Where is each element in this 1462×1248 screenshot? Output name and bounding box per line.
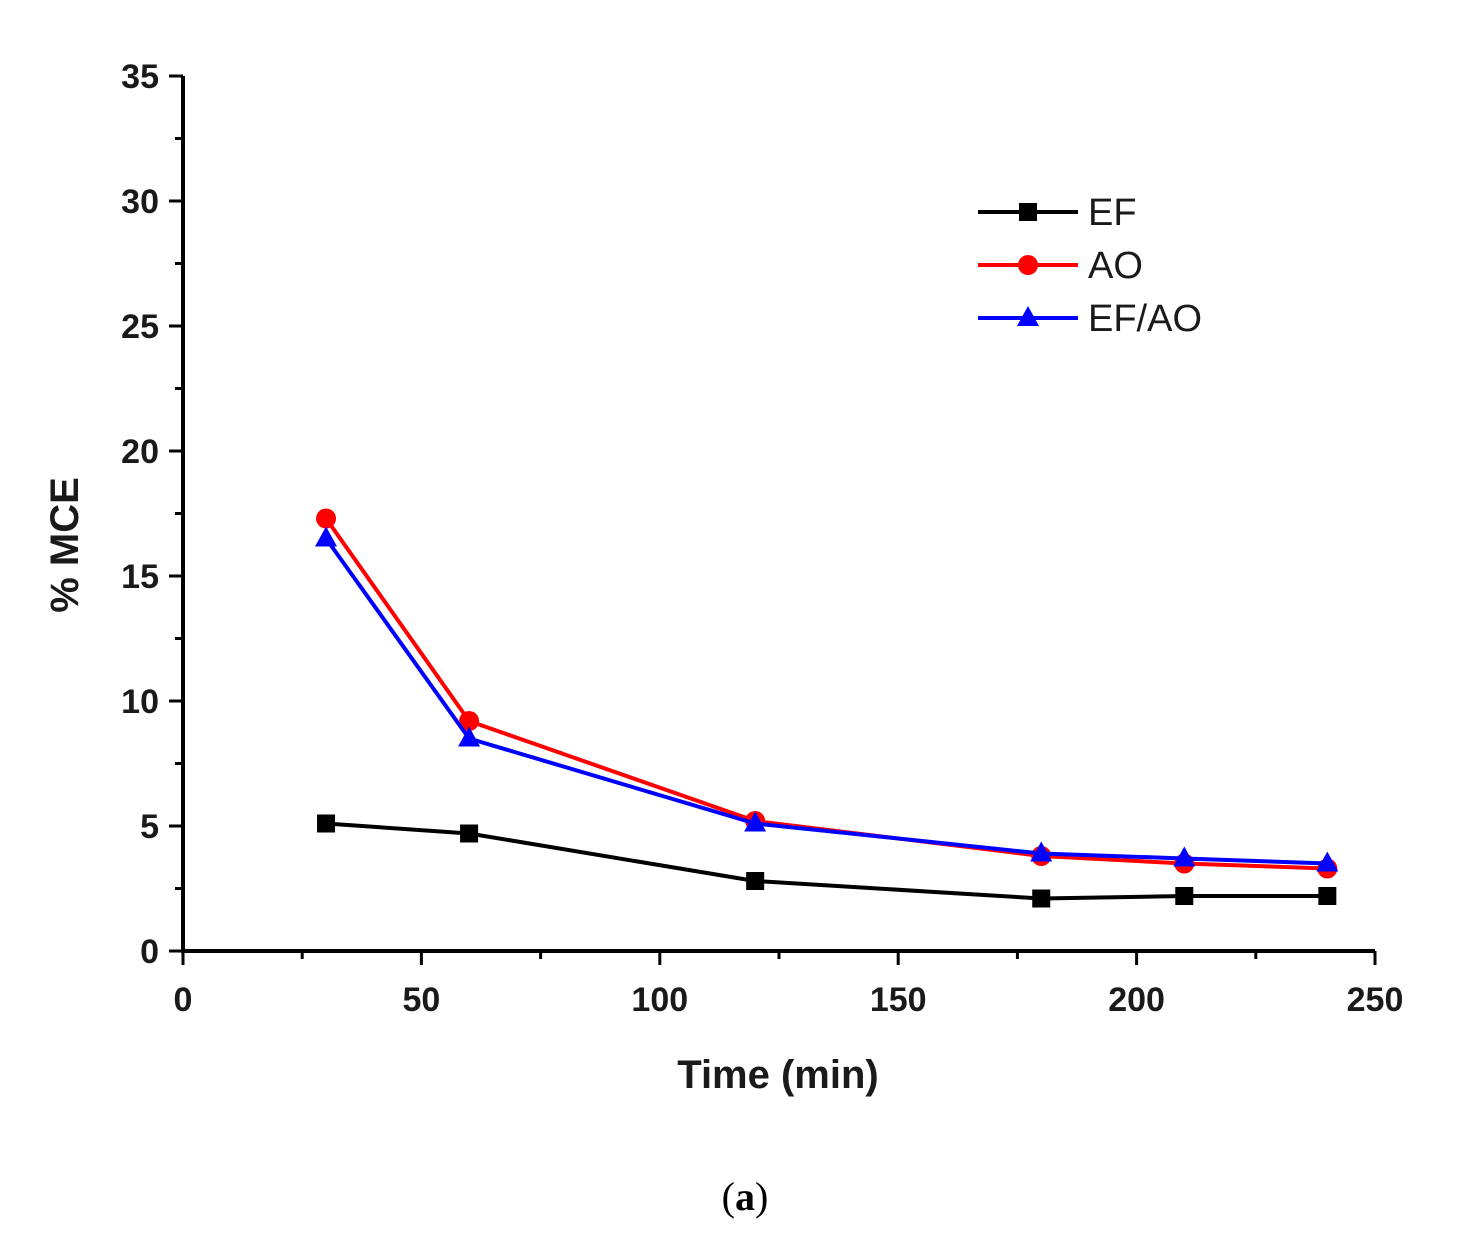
series-ef-ao	[315, 526, 1339, 872]
legend-item-ef-ao: EF/AO	[978, 298, 1202, 340]
legend-label-ef: EF	[1088, 192, 1137, 234]
series-layer	[315, 508, 1339, 908]
y-tick-label: 20	[121, 433, 159, 471]
data-point-ao	[316, 508, 337, 529]
panel-label-letter: a	[735, 1174, 755, 1219]
y-tick-label: 30	[121, 183, 159, 221]
data-point-ao	[459, 711, 480, 731]
legend-item-ef: EF	[978, 192, 1137, 234]
x-tick-label: 250	[1347, 981, 1404, 1019]
data-point-ef	[746, 872, 765, 890]
x-tick-label: 200	[1108, 981, 1165, 1019]
panel-label-open: (	[722, 1174, 735, 1219]
y-tick-label: 35	[121, 58, 159, 96]
legend-label-ef-ao: EF/AO	[1088, 298, 1202, 340]
series-line-ef-ao	[324, 537, 1328, 866]
data-point-ef-ao	[1173, 846, 1196, 867]
x-tick-label: 150	[870, 981, 927, 1019]
y-tick-label: 25	[121, 308, 159, 346]
legend-label-ao: AO	[1088, 245, 1143, 287]
x-tick-label: 100	[631, 981, 688, 1019]
data-point-ef	[317, 814, 336, 833]
x-tick-label: 50	[402, 981, 440, 1019]
y-tick-label: 10	[121, 683, 159, 721]
x-axis-title: Time (min)	[677, 1053, 879, 1097]
series-ef	[317, 814, 1337, 908]
data-point-ef	[460, 824, 479, 843]
y-tick-label: 15	[121, 558, 159, 596]
legend-marker-ef	[1019, 203, 1037, 221]
data-point-ef	[1175, 887, 1194, 905]
legend-marker-ao	[1018, 255, 1038, 275]
data-point-ef-ao	[315, 526, 338, 547]
series-line-ef	[325, 821, 1328, 901]
data-point-ef	[1032, 889, 1051, 908]
series-line-ao	[324, 517, 1328, 871]
series-ao	[316, 508, 1338, 879]
legend: EF AO EF/AO	[978, 192, 1202, 340]
y-tick-label: 5	[140, 808, 159, 846]
legend-item-ao: AO	[978, 245, 1143, 287]
data-point-ef	[1318, 887, 1337, 905]
data-point-ef-ao	[744, 811, 767, 832]
y-axis-title: % MCE	[43, 477, 87, 613]
data-point-ef-ao	[1030, 841, 1053, 862]
data-point-ef-ao	[1316, 851, 1339, 872]
panel-label: (a)	[722, 1174, 769, 1219]
y-tick-label: 0	[140, 933, 159, 971]
legend-marker-ef-ao	[1017, 306, 1039, 326]
x-tick-label: 0	[174, 981, 193, 1019]
axes: 0 5 10 15 20 25 30 35 0 50 100 150 200 250	[121, 58, 1403, 1019]
data-point-ef-ao	[458, 726, 481, 747]
panel-label-close: )	[755, 1174, 768, 1219]
